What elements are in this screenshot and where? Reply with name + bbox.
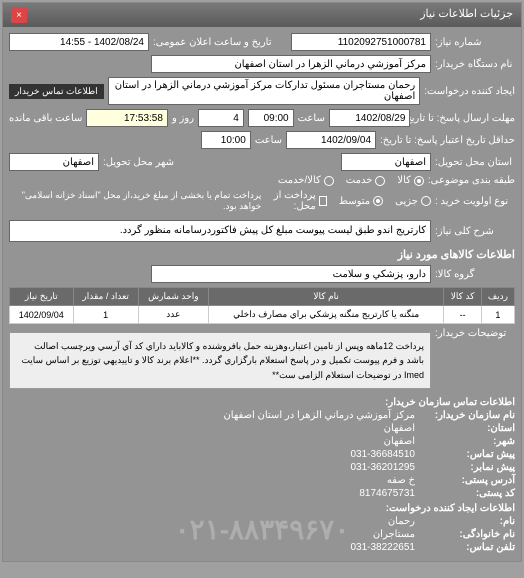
remaining-time-field: 17:53:58 xyxy=(86,109,168,127)
th-date: تاریخ نیاز xyxy=(10,288,74,306)
th-code: کد کالا xyxy=(444,288,481,306)
req-number-label: شماره نیاز: xyxy=(435,37,515,48)
desc-label: شرح کلی نیاز: xyxy=(435,226,515,237)
c-lname: مستاجران xyxy=(373,529,415,540)
contact-info-section: اطلاعات تماس سازمان خریدار: نام سازمان خ… xyxy=(9,397,515,553)
time-label-2: ساعت xyxy=(255,135,282,146)
contact-button[interactable]: اطلاعات تماس خریدار xyxy=(9,84,104,99)
c-lname-label: نام خانوادگی: xyxy=(415,529,515,540)
c-prov: اصفهان xyxy=(384,423,415,434)
c-addr-label: آدرس پستی: xyxy=(415,475,515,486)
c-name: رحمان xyxy=(388,516,415,527)
priority-label: نوع اولویت خرید : xyxy=(435,196,515,207)
c-prov-label: استان: xyxy=(415,423,515,434)
window-header: جزئیات اطلاعات نیاز × xyxy=(3,3,521,27)
form-content: شماره نیاز: 1102092751000781 تاریخ و ساع… xyxy=(3,27,521,561)
c-name-label: نام: xyxy=(415,516,515,527)
creator-info-title: اطلاعات ایجاد کننده درخواست: xyxy=(386,503,515,514)
c-org: مرکز آموزشي درماني الزهرا در استان اصفها… xyxy=(223,410,415,421)
priority-radio-group: جزیی متوسط پرداخت از محل: xyxy=(265,190,431,212)
radio-medium-icon xyxy=(373,196,383,206)
table-row: 1 -- منگنه یا کارتریج منگنه پزشکي براي م… xyxy=(10,306,515,324)
c-postal: 8174675731 xyxy=(359,488,415,499)
validity-time-field: 10:00 xyxy=(201,131,251,149)
creator-label: ایجاد کننده درخواست: xyxy=(424,86,515,97)
td-idx: 1 xyxy=(481,306,514,324)
c-phone: 031-36684510 xyxy=(350,449,415,460)
radio-service[interactable]: خدمت xyxy=(346,175,386,186)
radio-minor-icon xyxy=(421,196,431,206)
days-field: 4 xyxy=(198,109,244,127)
province-label: استان محل تحویل: xyxy=(435,157,515,168)
time-label-1: ساعت xyxy=(298,113,325,124)
radio-goods-icon xyxy=(414,176,424,186)
category-label: طبقه بندی موضوعی: xyxy=(428,175,515,186)
td-name: منگنه یا کارتریج منگنه پزشکي براي مصارف … xyxy=(208,306,444,324)
c-tel: 031-38222651 xyxy=(350,542,415,553)
radio-service-icon xyxy=(375,176,385,186)
deadline-date-field: 1402/08/29 xyxy=(329,109,411,127)
province-field: اصفهان xyxy=(341,153,431,171)
buyer-note-text: پرداخت 12ماهه وپس از تامین اعتبار،وهزینه… xyxy=(9,332,431,389)
th-qty: تعداد / مقدار xyxy=(73,288,138,306)
td-qty: 1 xyxy=(73,306,138,324)
checkbox-payment-icon xyxy=(319,196,327,206)
c-tel-label: تلفن تماس: xyxy=(415,542,515,553)
c-postal-label: کد پستی: xyxy=(415,488,515,499)
group-label: گروه کالا: xyxy=(435,269,515,280)
window-title: جزئیات اطلاعات نیاز xyxy=(420,7,513,23)
city-label: شهر محل تحویل: xyxy=(103,157,174,168)
th-name: نام کالا xyxy=(208,288,444,306)
validity-label: حداقل تاریخ اعتبار پاسخ: تا تاریخ: xyxy=(380,135,515,146)
c-org-label: نام سازمان خریدار: xyxy=(415,410,515,421)
radio-goods[interactable]: کالا xyxy=(397,175,424,186)
c-addr: خ صفه xyxy=(387,475,415,486)
radio-medium[interactable]: متوسط xyxy=(339,196,383,207)
group-field: دارو، پزشکي و سلامت xyxy=(151,265,431,283)
goods-table: ردیف کد کالا نام کالا واحد شمارش تعداد /… xyxy=(9,287,515,324)
table-header-row: ردیف کد کالا نام کالا واحد شمارش تعداد /… xyxy=(10,288,515,306)
goods-section-title: اطلاعات کالاهای مورد نیاز xyxy=(9,248,515,261)
announce-field: 1402/08/24 - 14:55 xyxy=(9,33,149,51)
radio-both[interactable]: کالا/خدمت xyxy=(278,175,334,186)
creator-field: رحمان مستاجران مسئول تدارکات مرکز آموزشي… xyxy=(108,77,421,105)
c-city: اصفهان xyxy=(384,436,415,447)
payment-note: پرداخت تمام یا بخشی از مبلغ خرید،از محل … xyxy=(9,190,261,212)
deadline-label: مهلت ارسال پاسخ: تا تاریخ: xyxy=(414,113,515,124)
announce-label: تاریخ و ساعت اعلان عمومی: xyxy=(153,37,272,48)
validity-date-field: 1402/09/04 xyxy=(286,131,376,149)
close-button[interactable]: × xyxy=(11,7,27,23)
c-fax: 031-36201295 xyxy=(350,462,415,473)
radio-minor[interactable]: جزیی xyxy=(395,196,431,207)
city-field: اصفهان xyxy=(9,153,99,171)
td-date: 1402/09/04 xyxy=(10,306,74,324)
req-number-field: 1102092751000781 xyxy=(291,33,431,51)
td-unit: عدد xyxy=(138,306,208,324)
c-city-label: شهر: xyxy=(415,436,515,447)
desc-field: کارتریج اندو طبق لیست پیوست مبلغ کل پیش … xyxy=(9,220,431,242)
remaining-label: ساعت باقی مانده xyxy=(9,113,82,124)
checkbox-payment[interactable]: پرداخت از محل: xyxy=(265,190,326,212)
buyer-org-label: نام دستگاه خریدار: xyxy=(435,59,515,70)
th-unit: واحد شمارش xyxy=(138,288,208,306)
c-fax-label: پیش نمابر: xyxy=(415,462,515,473)
radio-both-icon xyxy=(324,176,334,186)
td-code: -- xyxy=(444,306,481,324)
c-phone-label: پیش تماس: xyxy=(415,449,515,460)
buyer-org-field: مرکز آموزشي درماني الزهرا در استان اصفها… xyxy=(151,55,431,73)
buyer-note-label: توضیحات خریدار: xyxy=(435,328,515,339)
days-label: روز و xyxy=(172,113,194,124)
contact-title: اطلاعات تماس سازمان خریدار: xyxy=(385,397,515,408)
deadline-time-field: 09:00 xyxy=(248,109,294,127)
category-radio-group: کالا خدمت کالا/خدمت xyxy=(278,175,424,186)
th-idx: ردیف xyxy=(481,288,514,306)
